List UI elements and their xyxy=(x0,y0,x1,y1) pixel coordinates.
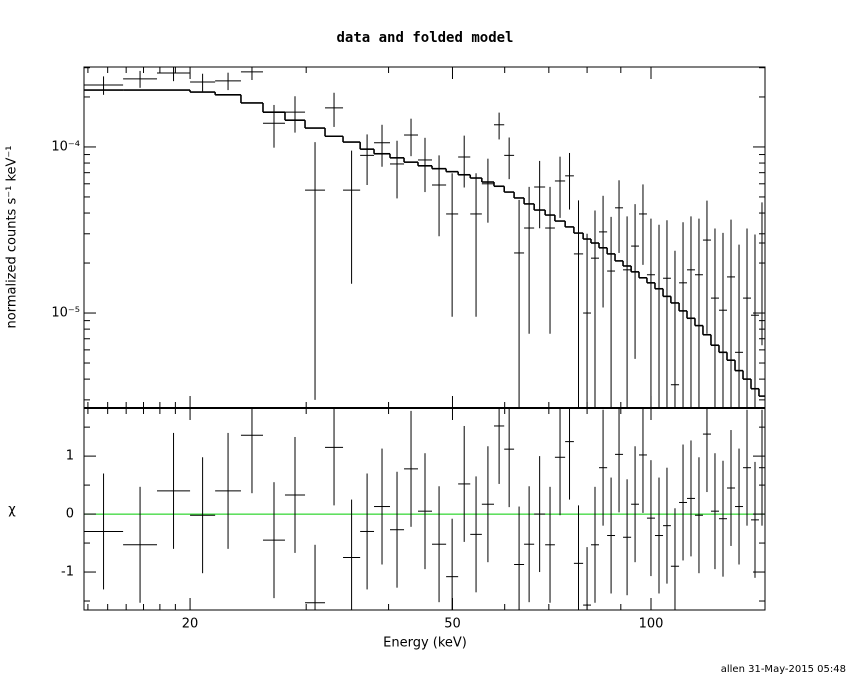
residual-panel xyxy=(84,408,765,610)
y-tick-label: 1 xyxy=(66,449,74,464)
footer: allen 31-May-2015 05:48 xyxy=(721,664,846,675)
axes: 10⁻⁴ 10⁻⁵ -1 0 1 20 50 100 xyxy=(51,66,766,632)
y-tick-label: 10⁻⁴ xyxy=(51,139,80,154)
chart-title: data and folded model xyxy=(336,30,513,46)
y-axis-label: χ xyxy=(8,503,16,518)
y-tick-label: 0 xyxy=(66,507,74,522)
x-tick-label: 50 xyxy=(444,617,461,632)
y-tick-label: -1 xyxy=(61,565,74,580)
x-tick-label: 20 xyxy=(182,617,199,632)
plot-frame xyxy=(83,66,766,409)
plot-frame xyxy=(83,407,766,611)
spectrum-panel xyxy=(84,67,765,408)
x-tick-label: 100 xyxy=(639,617,664,632)
y-axis-label: normalized counts s⁻¹ keV⁻¹ xyxy=(5,146,20,329)
y-tick-label: 10⁻⁵ xyxy=(51,306,80,321)
x-axis-label: Energy (keV) xyxy=(383,636,467,651)
